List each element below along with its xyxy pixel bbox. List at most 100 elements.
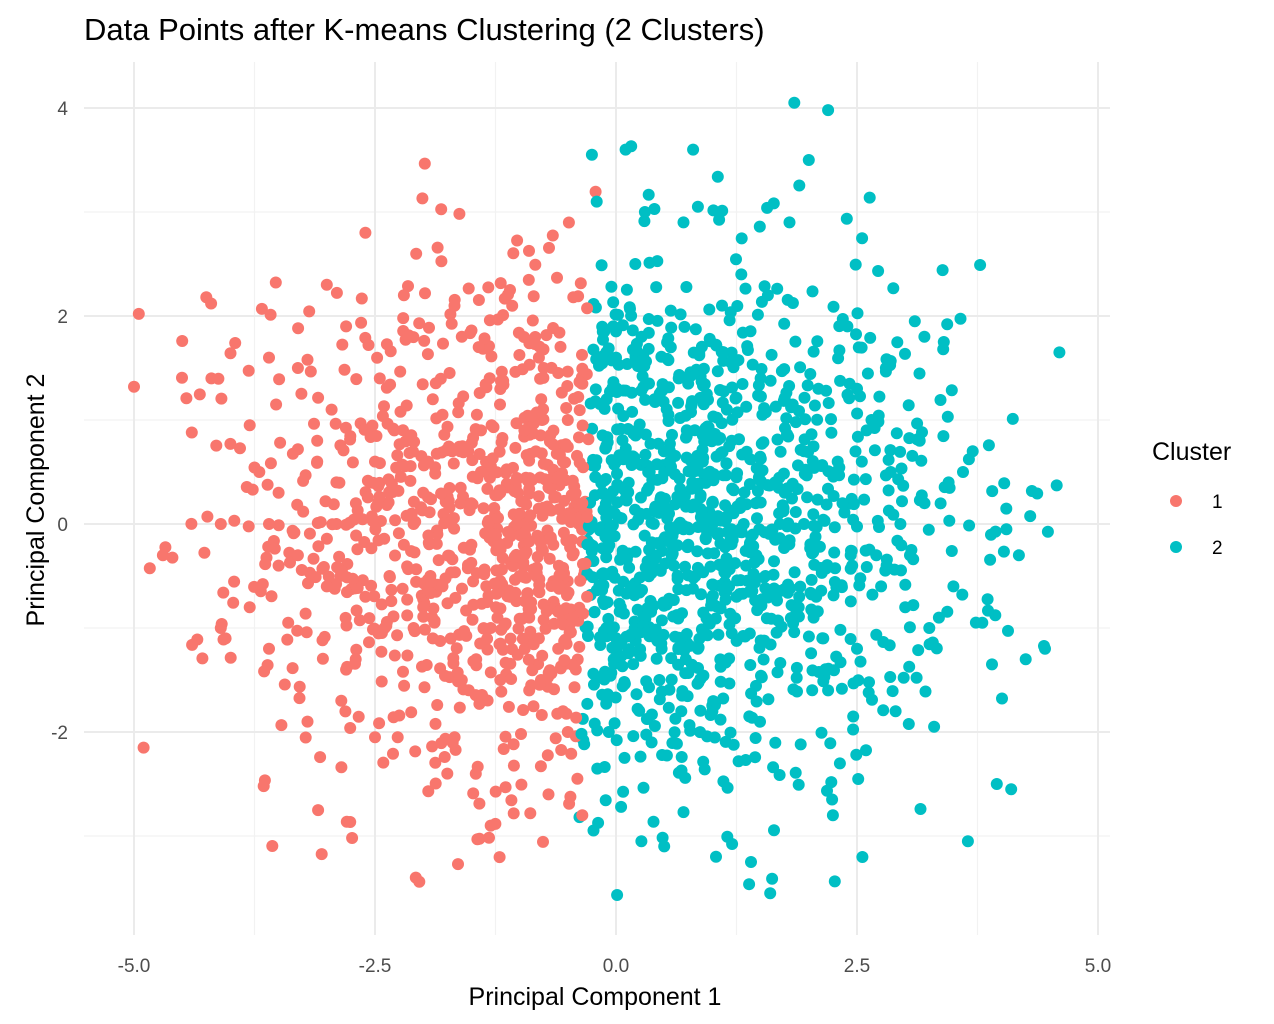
point-cluster-1 (224, 651, 237, 664)
point-series-1 (214, 622, 227, 634)
point-cluster-1 (340, 518, 353, 531)
point-cluster-2 (981, 593, 994, 606)
point-cluster-2 (827, 300, 840, 313)
point-cluster-2 (689, 323, 702, 336)
point-series-2 (682, 538, 695, 551)
point-cluster-2 (595, 670, 608, 683)
point-cluster-2 (807, 508, 820, 521)
point-cluster-2 (997, 545, 1010, 558)
point-series-2 (648, 393, 661, 406)
point-cluster-2 (974, 259, 987, 271)
point-cluster-2 (1041, 525, 1054, 538)
point-cluster-1 (419, 287, 431, 300)
point-cluster-1 (329, 417, 342, 430)
point-cluster-2 (1000, 502, 1013, 515)
point-cluster-1 (576, 419, 589, 432)
point-cluster-2 (626, 324, 639, 337)
point-cluster-2 (710, 450, 723, 463)
point-series-2 (802, 154, 815, 166)
point-cluster-1 (524, 509, 537, 522)
point-cluster-2 (749, 751, 762, 764)
point-cluster-1 (470, 408, 483, 421)
point-cluster-2 (723, 677, 736, 690)
point-cluster-1 (344, 722, 357, 734)
point-series-1 (369, 455, 381, 468)
point-cluster-1 (557, 526, 570, 539)
point-cluster-1 (517, 556, 530, 569)
point-cluster-2 (937, 430, 950, 443)
point-cluster-2 (794, 580, 807, 593)
point-cluster-1 (573, 404, 586, 417)
point-cluster-1 (176, 371, 188, 384)
point-cluster-1 (543, 241, 555, 254)
point-series-2 (1053, 346, 1066, 359)
point-cluster-1 (516, 363, 529, 376)
point-series-1 (311, 434, 324, 447)
point-cluster-2 (856, 851, 869, 863)
point-cluster-1 (308, 417, 320, 430)
point-series-2 (976, 616, 989, 629)
point-cluster-1 (312, 804, 325, 817)
point-cluster-2 (687, 571, 700, 584)
point-cluster-1 (567, 291, 580, 304)
point-cluster-1 (507, 247, 520, 260)
point-series-2 (822, 684, 835, 697)
point-cluster-2 (982, 604, 994, 617)
point-cluster-1 (527, 290, 540, 303)
point-cluster-2 (586, 571, 599, 584)
point-series-2 (986, 658, 998, 671)
point-cluster-1 (523, 454, 536, 467)
x-tick-label: -5.0 (118, 956, 151, 977)
point-cluster-2 (720, 581, 733, 594)
point-cluster-1 (528, 338, 541, 350)
point-cluster-2 (956, 588, 969, 601)
point-cluster-2 (873, 390, 886, 403)
point-cluster-2 (589, 383, 602, 396)
point-series-1 (330, 518, 343, 530)
point-cluster-2 (596, 688, 609, 701)
point-cluster-2 (639, 448, 652, 461)
point-series-1 (383, 570, 396, 582)
point-cluster-1 (509, 441, 522, 454)
point-cluster-2 (714, 713, 727, 726)
point-series-2 (687, 143, 700, 156)
y-axis-title: Principal Component 2 (22, 374, 50, 627)
point-cluster-2 (906, 449, 919, 462)
point-cluster-1 (375, 598, 388, 611)
point-series-2 (1005, 783, 1018, 796)
point-series-2 (957, 466, 969, 478)
point-cluster-1 (421, 348, 434, 361)
point-cluster-2 (750, 462, 763, 475)
point-cluster-2 (754, 390, 767, 403)
point-cluster-1 (537, 613, 550, 626)
point-cluster-2 (582, 629, 594, 642)
point-cluster-2 (647, 517, 660, 530)
point-cluster-2 (640, 675, 653, 688)
point-cluster-1 (380, 338, 393, 351)
point-cluster-2 (649, 551, 662, 564)
point-cluster-2 (598, 402, 611, 415)
point-cluster-1 (485, 419, 498, 432)
point-cluster-2 (850, 328, 862, 341)
point-series-1 (272, 559, 285, 572)
point-cluster-2 (755, 437, 768, 450)
point-cluster-2 (643, 256, 656, 269)
point-cluster-2 (746, 528, 759, 541)
point-cluster-1 (518, 642, 531, 655)
point-cluster-2 (642, 342, 655, 355)
point-cluster-1 (502, 526, 514, 538)
point-series-2 (624, 580, 637, 593)
point-cluster-2 (721, 781, 734, 794)
point-cluster-1 (297, 505, 310, 518)
point-cluster-2 (771, 433, 784, 446)
point-cluster-2 (807, 345, 820, 358)
legend-label-1: 1 (1212, 492, 1223, 513)
point-series-2 (870, 549, 883, 562)
point-cluster-2 (730, 391, 743, 404)
point-cluster-1 (248, 580, 261, 593)
point-cluster-1 (493, 851, 506, 864)
point-cluster-2 (594, 639, 607, 651)
point-cluster-2 (751, 604, 764, 617)
point-series-1 (566, 549, 579, 562)
point-series-2 (990, 778, 1003, 790)
